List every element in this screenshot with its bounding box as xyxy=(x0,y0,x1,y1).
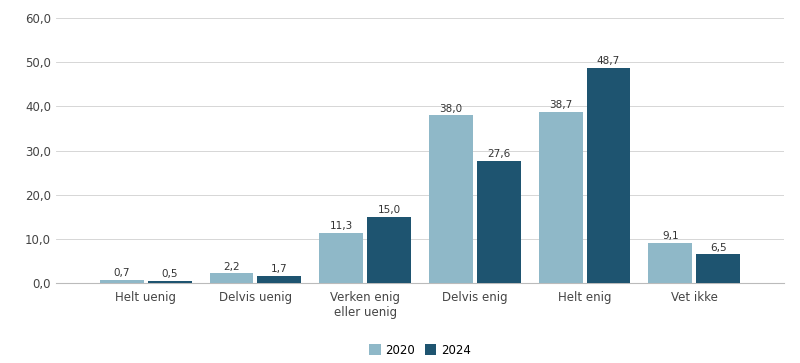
Bar xyxy=(538,112,582,283)
Text: 2,2: 2,2 xyxy=(223,262,240,272)
Bar xyxy=(367,217,411,283)
Bar xyxy=(648,243,692,283)
Bar xyxy=(100,280,144,283)
Text: 15,0: 15,0 xyxy=(378,205,401,215)
Bar xyxy=(258,276,302,283)
Bar xyxy=(319,233,363,283)
Text: 9,1: 9,1 xyxy=(662,231,678,241)
Bar xyxy=(210,273,254,283)
Bar xyxy=(586,68,630,283)
Bar xyxy=(148,281,192,283)
Text: 38,0: 38,0 xyxy=(439,103,462,114)
Bar xyxy=(429,115,473,283)
Text: 0,5: 0,5 xyxy=(162,269,178,279)
Text: 48,7: 48,7 xyxy=(597,56,620,66)
Text: 6,5: 6,5 xyxy=(710,243,726,253)
Bar xyxy=(477,161,521,283)
Text: 11,3: 11,3 xyxy=(330,221,353,232)
Text: 0,7: 0,7 xyxy=(114,268,130,278)
Text: 1,7: 1,7 xyxy=(271,264,288,274)
Text: 27,6: 27,6 xyxy=(487,150,510,159)
Legend: 2020, 2024: 2020, 2024 xyxy=(369,344,471,357)
Bar xyxy=(696,254,740,283)
Text: 38,7: 38,7 xyxy=(549,101,572,110)
